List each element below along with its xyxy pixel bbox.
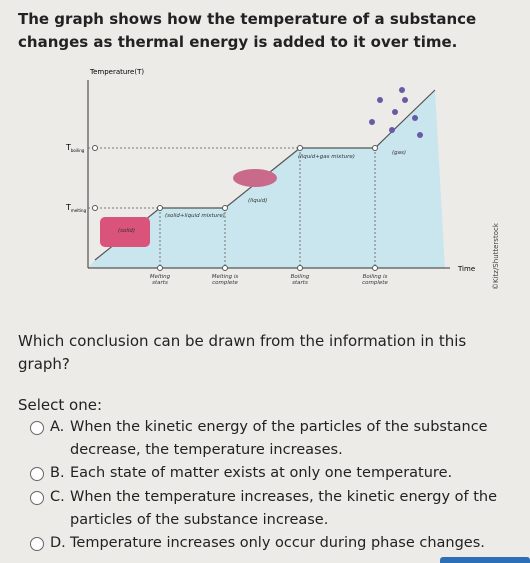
melting-label: Tmelting [65,203,87,213]
option-letter: C. [50,489,65,505]
option-letter: B. [50,465,65,481]
region-label: (liquid) [248,198,267,204]
event-label: starts [292,280,308,286]
instruction: Select one: [18,396,103,414]
radio[interactable] [30,467,44,481]
event-label: Melting is [212,274,239,280]
option-text: Each state of matter exists at only one … [70,465,453,481]
option[interactable]: C. When the temperature increases, the ki… [30,486,520,532]
event-label: Melting [150,274,171,280]
radio[interactable] [30,537,44,551]
question-intro: The graph shows how the temperature of a… [18,10,477,51]
radio[interactable] [30,491,44,505]
region-label: (solid) [118,228,135,234]
x-axis-label: Time [457,265,475,273]
region-label: (liquid+gas mixture) [298,154,355,160]
option[interactable]: B. Each state of matter exists at only on… [30,462,520,485]
option-letter: A. [50,419,65,435]
option-text: When the kinetic energy of the particles… [70,419,488,458]
y-axis-label: Temperature(T) [89,68,144,76]
event-label: Boiling [291,274,310,280]
event-label: complete [362,280,388,286]
option-letter: D. [50,535,66,551]
region-label: (gas) [392,150,406,156]
option-text: When the temperature increases, the kine… [70,489,498,528]
option-text: Temperature increases only occur during … [70,535,485,551]
solid-particles [100,217,150,247]
credit: ©Kitz/Shutterstock [492,222,500,290]
heating-curve: Temperature(T) Time Tboiling Tmelting (s… [65,68,500,290]
markers [92,145,378,271]
event-label: Boiling is [363,274,388,280]
question-prompt: Which conclusion can be drawn from the i… [18,332,467,373]
bottom-bar [440,557,530,563]
guides [88,147,376,268]
region-label: (solid+liquid mixture) [165,213,225,219]
gas-particles [369,87,423,138]
liquid-particles [233,169,277,187]
event-label: complete [212,280,238,286]
radio[interactable] [30,421,44,435]
option[interactable]: D. Temperature increases only occur durin… [30,532,520,555]
boiling-label: Tboiling [65,143,85,153]
event-label: starts [152,280,168,286]
option[interactable]: A. When the kinetic energy of the particl… [30,416,520,462]
